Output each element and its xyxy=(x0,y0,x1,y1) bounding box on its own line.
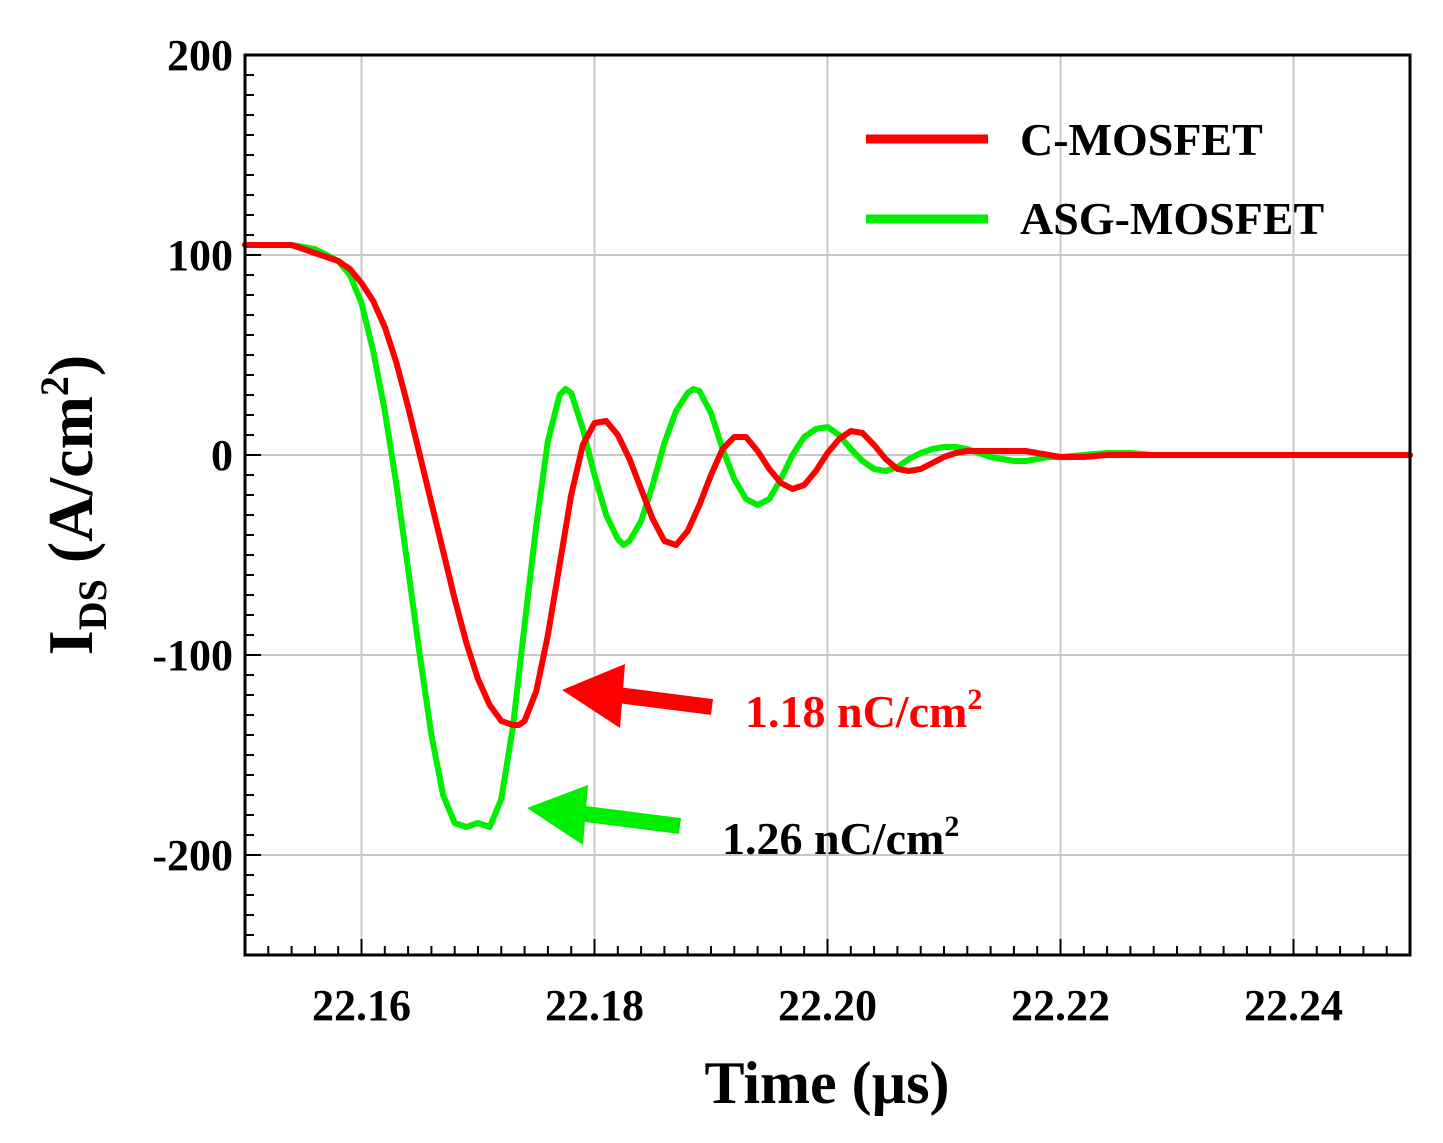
y-axis-title-main: I xyxy=(35,630,106,655)
annotation-c-mosfet-charge: 1.18 nC/cm2 xyxy=(562,664,982,737)
annotation-arrow-shaft xyxy=(608,686,714,715)
x-tick-label: 22.20 xyxy=(778,981,877,1030)
legend-label-c-mosfet: C-MOSFET xyxy=(1020,114,1263,165)
legend-label-asg-mosfet: ASG-MOSFET xyxy=(1020,193,1324,244)
y-axis-title: IDS (A/cm2) xyxy=(32,355,115,655)
x-tick-label: 22.24 xyxy=(1244,981,1343,1030)
annotation-asg-mosfet-charge: 1.26 nC/cm2 xyxy=(527,785,959,864)
x-tick-label: 22.22 xyxy=(1011,981,1110,1030)
y-tick-label: 100 xyxy=(167,231,233,280)
x-tick-label: 22.18 xyxy=(545,981,644,1030)
annotation-label-c-mosfet: 1.18 nC/cm2 xyxy=(745,683,982,737)
series-line-c-mosfet xyxy=(242,242,1413,728)
series-line-asg-mosfet xyxy=(242,242,1413,830)
y-axis-title-units: (A/cm xyxy=(35,396,106,579)
y-axis-title-units-sup: 2 xyxy=(32,376,77,396)
tick-labels: 22.16 22.18 22.20 22.22 22.24 200 100 0 -100 -200 xyxy=(152,31,1343,1030)
annotation-arrow-head xyxy=(562,664,625,728)
axis-ticks xyxy=(244,54,1411,956)
y-axis-title-subscript: DS xyxy=(70,579,115,630)
series-layer xyxy=(242,242,1413,830)
legend: C-MOSFET ASG-MOSFET xyxy=(866,114,1324,244)
y-tick-label: -100 xyxy=(152,631,233,680)
y-axis-title-units-close: ) xyxy=(35,355,106,376)
y-tick-label: 0 xyxy=(211,431,233,480)
annotation-arrow-shaft xyxy=(576,805,682,834)
y-tick-label: 200 xyxy=(167,31,233,80)
x-axis-title: Time (µs) xyxy=(704,1050,949,1116)
x-tick-label: 22.16 xyxy=(312,981,411,1030)
annotation-label-asg-mosfet: 1.26 nC/cm2 xyxy=(722,810,959,864)
y-tick-label: -200 xyxy=(152,831,233,880)
annotation-arrow-head xyxy=(527,785,588,845)
